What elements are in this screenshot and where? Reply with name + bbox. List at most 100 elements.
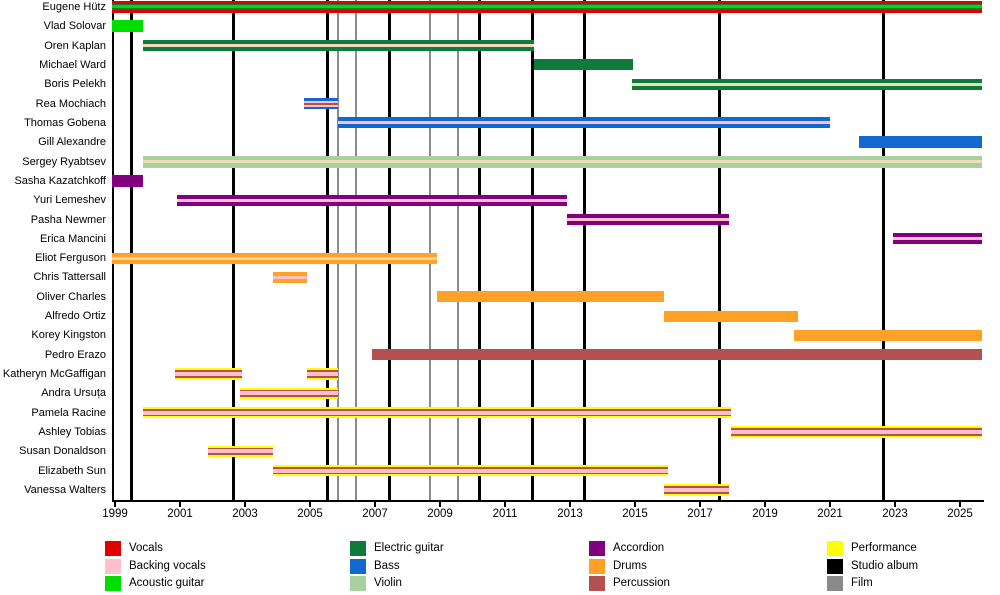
instrument-stripe-drums: [111, 259, 437, 264]
instrument-stripe-percussion: [371, 349, 982, 361]
instrument-stripe-electric_guitar: [111, 8, 982, 11]
legend-label: Vocals: [129, 542, 163, 554]
instrument-stripe-performance: [306, 368, 338, 371]
instrument-stripe-percussion: [664, 491, 730, 494]
legend-swatch-drums: [589, 559, 605, 574]
member-tenure-bar: [176, 194, 567, 206]
instrument-stripe-performance: [207, 445, 273, 448]
legend-label: Performance: [851, 542, 917, 554]
instrument-stripe-percussion: [306, 370, 338, 373]
instrument-stripe-accordion: [176, 194, 567, 199]
member-tenure-bar: [436, 291, 665, 303]
member-tenure-bar: [730, 426, 982, 438]
x-axis-year-label: 2009: [427, 508, 453, 520]
member-name-label: Oren Kaplan: [44, 39, 106, 52]
member-tenure-bar: [111, 174, 143, 187]
studio-album-line: [232, 0, 236, 500]
x-axis-tick: [764, 502, 766, 507]
instrument-stripe-percussion: [175, 370, 242, 373]
studio-album-line: [388, 0, 392, 500]
instrument-stripe-backing_vocals: [272, 468, 668, 473]
instrument-stripe-performance: [664, 484, 730, 487]
instrument-stripe-drums: [436, 291, 665, 303]
instrument-stripe-backing_vocals: [566, 218, 730, 222]
x-axis-tick: [569, 502, 571, 507]
x-axis-tick: [179, 502, 181, 507]
instrument-stripe-violin: [142, 155, 982, 161]
member-tenure-bar: [272, 465, 668, 477]
instrument-stripe-backing_vocals: [175, 372, 242, 377]
legend-label: Drums: [613, 560, 647, 572]
instrument-stripe-accordion: [893, 233, 982, 238]
instrument-stripe-drums: [111, 252, 437, 257]
legend-label: Studio album: [851, 560, 919, 572]
legend-label: Acoustic guitar: [129, 577, 205, 589]
instrument-stripe-accordion: [566, 221, 730, 226]
instrument-stripe-performance: [664, 493, 730, 496]
x-axis-year-label: 2021: [817, 508, 843, 520]
member-name-label: Pedro Erazo: [44, 348, 106, 361]
member-name-label: Michael Ward: [39, 58, 106, 71]
legend-label: Film: [851, 577, 873, 589]
member-tenure-bar: [306, 368, 338, 380]
x-axis-tick: [309, 502, 311, 507]
instrument-stripe-percussion: [306, 376, 338, 378]
member-name-label: Alfredo Ortiz: [44, 310, 106, 323]
member-name-label: Vanessa Walters: [24, 484, 106, 496]
member-tenure-bar: [207, 445, 273, 457]
member-name-label: Yuri Lemeshev: [33, 194, 106, 207]
x-axis-year-label: 2003: [232, 508, 258, 520]
instrument-stripe-drums: [794, 329, 982, 341]
legend-label: Percussion: [613, 577, 670, 589]
member-tenure-bar: [534, 59, 634, 71]
legend-swatch-vocals: [105, 541, 121, 556]
instrument-stripe-accordion: [111, 174, 143, 187]
instrument-stripe-performance: [142, 416, 731, 419]
film-line: [429, 0, 432, 500]
instrument-stripe-backing_vocals: [207, 449, 273, 454]
instrument-stripe-electric_guitar: [631, 85, 982, 90]
member-name-label: Susan Donaldson: [19, 445, 106, 458]
studio-album-line: [477, 0, 481, 500]
legend-swatch-violin: [350, 576, 366, 591]
instrument-stripe-backing_vocals: [303, 104, 338, 107]
instrument-stripe-bass: [859, 136, 982, 149]
instrument-stripe-percussion: [240, 395, 338, 397]
member-tenure-bar: [893, 233, 982, 245]
instrument-stripe-performance: [730, 435, 982, 438]
instrument-stripe-electric_guitar: [111, 3, 982, 6]
instrument-stripe-performance: [240, 396, 338, 399]
member-name-label: Eugene Hütz: [42, 1, 106, 13]
instrument-stripe-backing_vocals: [240, 391, 338, 396]
legend-swatch-backing_vocals: [105, 559, 121, 574]
instrument-stripe-bass: [337, 124, 830, 129]
instrument-stripe-backing_vocals: [176, 198, 567, 202]
instrument-stripe-drums: [664, 310, 798, 322]
legend-swatch-electric_guitar: [350, 541, 366, 556]
instrument-stripe-backing_vocals_peach: [111, 256, 437, 260]
instrument-stripe-percussion: [240, 389, 338, 392]
x-axis-year-label: 2017: [687, 508, 713, 520]
member-name-label: Chris Tattersall: [33, 271, 106, 284]
member-name-label: Katheryn McGaffigan: [2, 368, 106, 381]
x-axis-year-label: 2013: [557, 508, 583, 520]
x-axis-tick: [114, 502, 116, 507]
instrument-stripe-backing_vocals: [142, 410, 731, 415]
legend-swatch-accordion: [589, 541, 605, 556]
legend-label: Accordion: [613, 542, 665, 554]
instrument-stripe-backing_vocals: [272, 275, 307, 279]
instrument-stripe-percussion: [303, 102, 338, 105]
legend-label: Bass: [374, 560, 400, 572]
legend-label: Electric guitar: [374, 542, 444, 554]
member-tenure-bar: [303, 98, 338, 110]
member-tenure-bar: [272, 271, 307, 283]
legend-swatch-bass: [350, 559, 366, 574]
instrument-stripe-drums: [272, 271, 307, 276]
x-axis-tick: [634, 502, 636, 507]
legend: Vocals Backing vocals Acoustic guitar Elect…: [0, 536, 1000, 595]
member-name-label: Elizabeth Sun: [38, 464, 106, 477]
legend-swatch-percussion: [589, 576, 605, 591]
x-axis-year-label: 2011: [492, 508, 518, 520]
x-axis-year-label: 2001: [167, 508, 193, 520]
instrument-stripe-drums: [272, 278, 307, 283]
